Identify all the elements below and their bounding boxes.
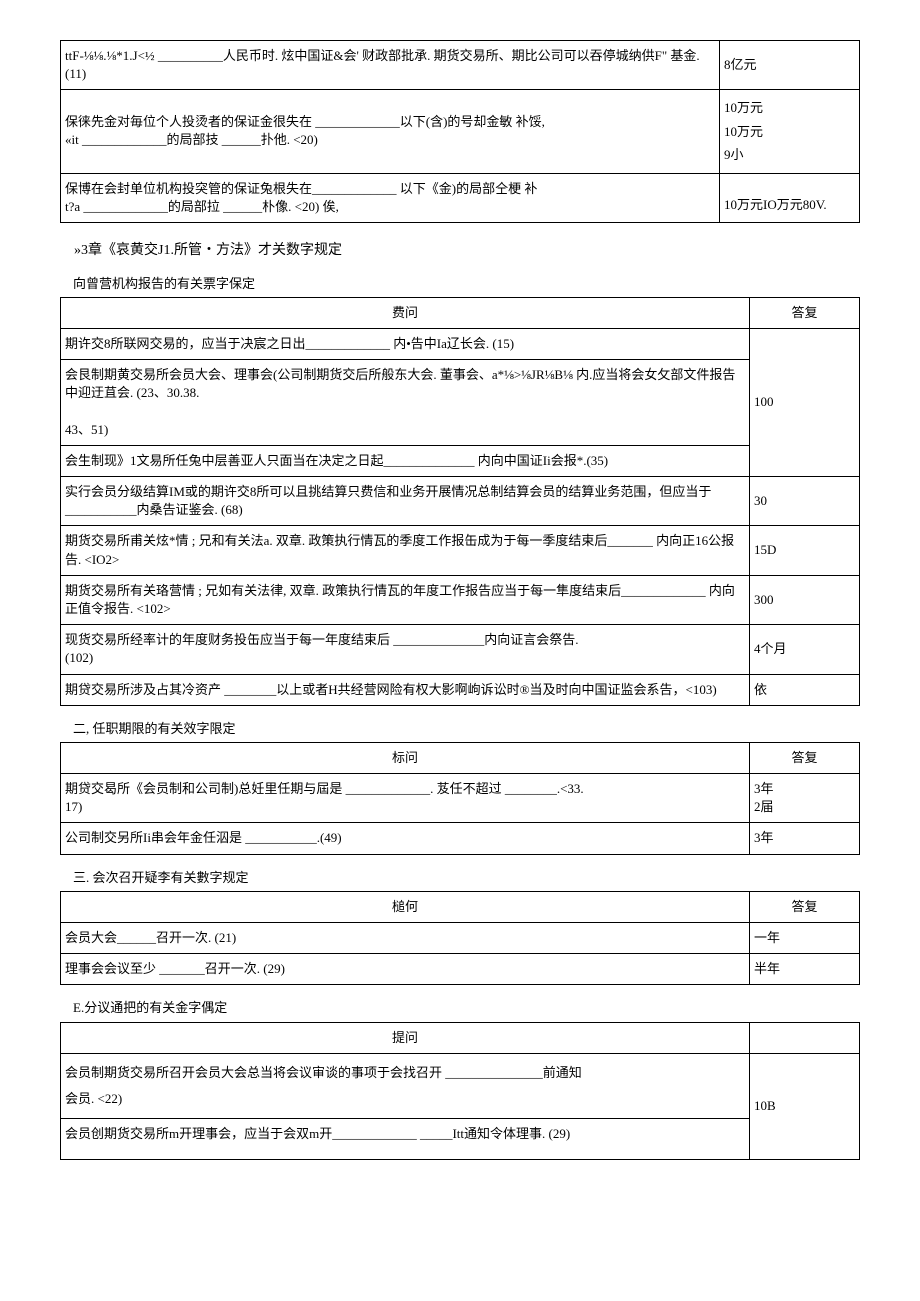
table-header-row: 费问 答复	[61, 297, 860, 328]
question-cell: 会员大会______召开一次. (21)	[61, 923, 750, 954]
subsection-1-title: 向曾营机构报告的有关票字保定	[60, 275, 860, 293]
answer-cell: 10万元 10万元 9小	[720, 90, 860, 173]
question-cell: 会艮制期黄交易所会员大会、理事会(公司制期货交后所般东大会. 董事会、a*⅛>⅛…	[61, 360, 750, 446]
table-row: 期许交8所联网交易的，应当于决宸之日出_____________ 内•告中Ia辽…	[61, 328, 860, 359]
answer-cell: 3年 2届	[750, 774, 860, 823]
table-row: 保徕先金对毎位个人投烫者的保证金很失在 _____________以下(含)的号…	[61, 90, 860, 173]
table-row: 会员制期货交易所召开会员大会总当将会议审谈的事项于会找召开 __________…	[61, 1053, 860, 1118]
question-cell: 期许交8所联网交易的，应当于决宸之日出_____________ 内•告中Ia辽…	[61, 328, 750, 359]
question-cell: 期货交易所有关珞营情 ; 兄如有关法律, 双章. 政策执行情瓦的年度工作报告应当…	[61, 575, 750, 624]
table-row: 会生制现》1文易所任兔中层善亚人只面当在决定之日起______________ …	[61, 445, 860, 476]
table-row: 会员创期货交易所m开理事会，应当于会双m开_____________ _____…	[61, 1118, 860, 1159]
table-5: 提问 会员制期货交易所召开会员大会总当将会议审谈的事项于会找召开 _______…	[60, 1022, 860, 1160]
table-header-row: 标问 答复	[61, 742, 860, 773]
header-question: 槌何	[61, 891, 750, 922]
answer-cell: 4个月	[750, 625, 860, 674]
answer-cell: 8亿元	[720, 41, 860, 90]
table-row: 现货交易所经率计的年度财务投缶应当于每一年度结束后 ______________…	[61, 625, 860, 674]
section-3-title: »3章《哀黄交J1.所管・方法》才关数字规定	[60, 241, 860, 261]
table-row: 期贷交易所涉及占其冷资产 ________以上或者H共经营网险有权大影啊岣诉讼时…	[61, 674, 860, 705]
table-1: ttF-⅛⅛.⅛*1.J<½ __________人民币时. 炫中国证&会' 财…	[60, 40, 860, 223]
question-cell: 理事会会议至少 _______召开一次. (29)	[61, 954, 750, 985]
question-cell: 会生制现》1文易所任兔中层善亚人只面当在决定之日起______________ …	[61, 445, 750, 476]
question-cell: 期贷交易所涉及占其冷资产 ________以上或者H共经营网险有权大影啊岣诉讼时…	[61, 674, 750, 705]
header-answer: 答复	[750, 891, 860, 922]
question-cell: 现货交易所经率计的年度财务投缶应当于每一年度结束后 ______________…	[61, 625, 750, 674]
table-header-row: 提问	[61, 1022, 860, 1053]
question-cell: 会员创期货交易所m开理事会，应当于会双m开_____________ _____…	[61, 1118, 750, 1159]
table-header-row: 槌何 答复	[61, 891, 860, 922]
question-cell: 期贷交曷所《会员制和公司制)总妊里任期与屆是 _____________. 芨任…	[61, 774, 750, 823]
table-row: 期货交易所甫关炫*情 ; 兄和有关法a. 双章. 政策执行情瓦的季度工作报缶成为…	[61, 526, 860, 575]
answer-cell: 10万元IO万元80V.	[720, 173, 860, 222]
table-row: 实行会员分级结算IM或的期许交8所可以且挑结算只费信和业务开展情况总制结算会员的…	[61, 477, 860, 526]
question-cell: 会员制期货交易所召开会员大会总当将会议审谈的事项于会找召开 __________…	[61, 1053, 750, 1118]
header-answer: 答复	[750, 297, 860, 328]
header-answer: 答复	[750, 742, 860, 773]
answer-cell: 半年	[750, 954, 860, 985]
table-row: 保博在会封单位机构投突管的保证兔根失在_____________ 以下《金)的局…	[61, 173, 860, 222]
header-question: 提问	[61, 1022, 750, 1053]
answer-cell: 300	[750, 575, 860, 624]
answer-cell: 100	[750, 328, 860, 476]
subsection-4-title: E.分议通把的有关金字偶定	[60, 999, 860, 1017]
header-question: 费问	[61, 297, 750, 328]
header-question: 标问	[61, 742, 750, 773]
subsection-3-title: 三. 会次召开疑李有关數字规定	[60, 869, 860, 887]
table-row: 期贷交曷所《会员制和公司制)总妊里任期与屆是 _____________. 芨任…	[61, 774, 860, 823]
header-answer	[750, 1022, 860, 1053]
question-cell: 公司制交另所Ii串会年金任泅是 ___________.(49)	[61, 823, 750, 854]
table-4: 槌何 答复 会员大会______召开一次. (21) 一年 理事会会议至少 __…	[60, 891, 860, 986]
answer-cell: 10B	[750, 1053, 860, 1159]
question-cell: 保博在会封单位机构投突管的保证兔根失在_____________ 以下《金)的局…	[61, 173, 720, 222]
answer-cell: 30	[750, 477, 860, 526]
question-cell: 保徕先金对毎位个人投烫者的保证金很失在 _____________以下(含)的号…	[61, 90, 720, 173]
table-row: 期货交易所有关珞营情 ; 兄如有关法律, 双章. 政策执行情瓦的年度工作报告应当…	[61, 575, 860, 624]
question-cell: 实行会员分级结算IM或的期许交8所可以且挑结算只费信和业务开展情况总制结算会员的…	[61, 477, 750, 526]
table-3: 标问 答复 期贷交曷所《会员制和公司制)总妊里任期与屆是 ___________…	[60, 742, 860, 855]
table-row: 公司制交另所Ii串会年金任泅是 ___________.(49) 3年	[61, 823, 860, 854]
table-row: 会员大会______召开一次. (21) 一年	[61, 923, 860, 954]
subsection-2-title: 二, 任职期限的有关效字限定	[60, 720, 860, 738]
answer-cell: 依	[750, 674, 860, 705]
table-row: 会艮制期黄交易所会员大会、理事会(公司制期货交后所般东大会. 董事会、a*⅛>⅛…	[61, 360, 860, 446]
question-cell: ttF-⅛⅛.⅛*1.J<½ __________人民币时. 炫中国证&会' 财…	[61, 41, 720, 90]
table-row: ttF-⅛⅛.⅛*1.J<½ __________人民币时. 炫中国证&会' 财…	[61, 41, 860, 90]
question-cell: 期货交易所甫关炫*情 ; 兄和有关法a. 双章. 政策执行情瓦的季度工作报缶成为…	[61, 526, 750, 575]
answer-cell: 一年	[750, 923, 860, 954]
table-2: 费问 答复 期许交8所联网交易的，应当于决宸之日出_____________ 内…	[60, 297, 860, 706]
table-row: 理事会会议至少 _______召开一次. (29) 半年	[61, 954, 860, 985]
answer-cell: 15D	[750, 526, 860, 575]
answer-cell: 3年	[750, 823, 860, 854]
